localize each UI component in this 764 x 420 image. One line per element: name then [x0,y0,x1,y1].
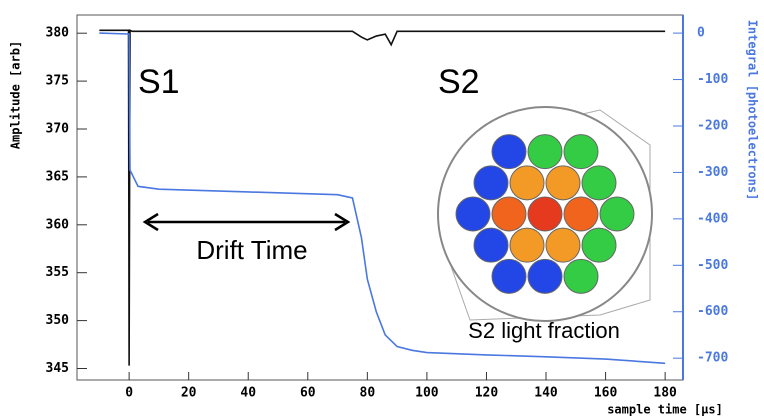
x-tick-label: 100 [415,386,439,401]
x-tick-label: 60 [300,386,316,401]
y2-tick-label: 0 [697,26,705,41]
y2-tick-label: -700 [697,351,728,366]
y-tick-label: 380 [46,26,70,41]
pmt [491,134,527,170]
pmt [455,196,491,232]
annotation: S1 [138,63,180,101]
x-tick-label: 140 [534,386,558,401]
x-axis-title: sample time [µs] [607,403,723,417]
pmt [491,258,527,294]
y-tick-label: 355 [46,265,69,280]
pmt [545,227,581,263]
y-tick-label: 350 [46,313,70,328]
y2-tick-label: -400 [697,211,728,226]
pmt [473,165,509,201]
pmt [599,196,635,232]
x-tick-label: 80 [360,386,376,401]
pmt [473,227,509,263]
drift-arrow [142,212,351,232]
annotation: S2 [438,63,480,101]
pmt [563,258,599,294]
y-tick-label: 370 [46,122,70,137]
y2-tick-label: -200 [697,118,728,133]
x-tick-label: 40 [240,386,256,401]
pmt-inset [437,106,653,322]
pmt [581,165,617,201]
y-tick-label: 375 [46,74,69,89]
pmt [563,134,599,170]
y2-tick-label: -300 [697,165,728,180]
pmt [527,134,563,170]
arrow-head [334,212,351,232]
y2-tick-label: -500 [697,258,728,273]
pmt [545,165,581,201]
y2-axis-title: Integral [photoelectrons] [746,20,760,201]
pmt [527,258,563,294]
y2-tick-label: -100 [697,72,728,87]
x-tick-label: 160 [594,386,618,401]
pmt [581,227,617,263]
y-tick-label: 360 [46,217,70,232]
pmt [491,196,527,232]
annotation: S2 light fraction [468,318,620,343]
y-tick-label: 345 [46,361,69,376]
pmt [509,165,545,201]
x-tick-label: 180 [653,386,677,401]
pmt [527,196,563,232]
series-line [99,32,666,365]
annotation: Drift Time [196,235,307,265]
y-tick-label: 365 [46,169,69,184]
arrow-head [142,212,159,232]
pmt [509,227,545,263]
x-tick-label: 20 [181,386,197,401]
x-tick-label: 0 [125,386,133,401]
x-tick-label: 120 [475,386,499,401]
y2-tick-label: -600 [697,304,728,319]
y-axis-title: Amplitude [arb] [9,41,23,149]
pmt [563,196,599,232]
